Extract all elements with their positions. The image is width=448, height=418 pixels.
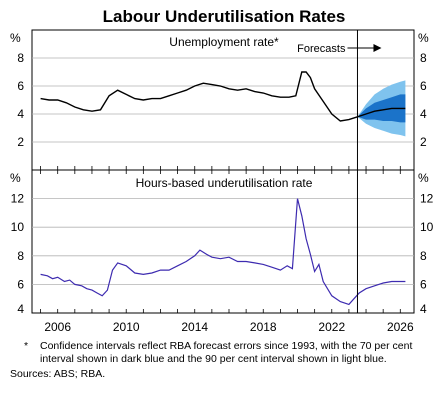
hours-underutilisation-line — [40, 198, 406, 306]
ci-70-band — [357, 94, 406, 123]
x-tick-label: 2010 — [113, 320, 140, 334]
top-left-unit-label: % — [10, 31, 21, 45]
top-panel-gridlines — [32, 57, 414, 143]
x-tick-label: 2014 — [181, 320, 208, 334]
y-tick-label-left: 12 — [11, 192, 25, 206]
y-tick-label-right: 10 — [420, 220, 434, 234]
y-tick-label-left: 8 — [17, 249, 24, 263]
unemployment-forecast-line — [357, 107, 406, 118]
y-tick-label-right: 4 — [420, 302, 427, 316]
y-tick-label-right: 6 — [420, 79, 427, 93]
bottom-left-unit-label: % — [10, 171, 21, 185]
unemployment-line — [40, 71, 358, 122]
y-tick-label-right: 4 — [420, 107, 427, 121]
forecasts-arrow-head — [373, 44, 382, 52]
top-right-unit-label: % — [418, 31, 429, 45]
x-tick-label: 2018 — [250, 320, 277, 334]
notes-section: * Confidence intervals reflect RBA forec… — [10, 340, 440, 381]
y-tick-label-left: 6 — [17, 277, 24, 291]
bottom-panel-frame — [31, 169, 415, 314]
footnote-marker: * — [24, 340, 29, 352]
x-axis-ticks: 2006 2010 2014 2018 2022 2026 — [40, 166, 414, 334]
top-panel-title: Unemployment rate* — [169, 35, 279, 49]
y-tick-label-left: 8 — [17, 51, 24, 65]
bottom-panel-title: Hours-based underutilisation rate — [136, 176, 313, 190]
y-tick-label-right: 8 — [420, 51, 427, 65]
y-tick-label-right: 6 — [420, 277, 427, 291]
y-tick-label-left: 2 — [17, 135, 24, 149]
y-tick-label-left: 4 — [17, 302, 24, 316]
bottom-right-unit-label: % — [418, 171, 429, 185]
x-tick-label: 2022 — [318, 320, 345, 334]
y-tick-label-right: 2 — [420, 135, 427, 149]
chart-title: Labour Underutilisation Rates — [103, 7, 346, 26]
x-tick-label: 2026 — [387, 320, 414, 334]
y-tick-label-right: 12 — [420, 192, 434, 206]
y-tick-label-right: 8 — [420, 249, 427, 263]
y-tick-label-left: 4 — [17, 107, 24, 121]
forecasts-annotation: Forecasts — [297, 43, 346, 55]
bottom-panel-gridlines — [32, 198, 414, 285]
top-panel-frame — [31, 29, 415, 171]
y-tick-label-left: 10 — [11, 220, 25, 234]
footnote-text: Confidence intervals reflect RBA forecas… — [40, 340, 413, 365]
top-panel-y-ticks: 2 2 4 4 6 6 8 8 — [17, 51, 427, 149]
y-tick-label-left: 6 — [17, 79, 24, 93]
bottom-panel-y-ticks: 4 4 6 6 8 8 10 10 12 12 — [11, 192, 434, 316]
footnote: * Confidence intervals reflect RBA forec… — [10, 340, 440, 366]
x-tick-label: 2006 — [44, 320, 71, 334]
sources-text: Sources: ABS; RBA. — [10, 368, 106, 380]
